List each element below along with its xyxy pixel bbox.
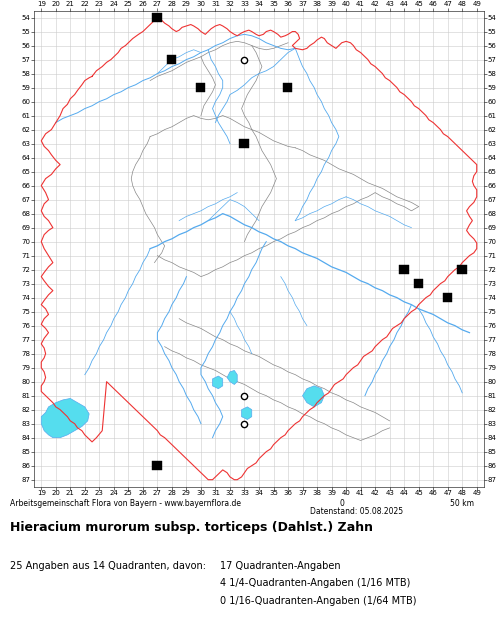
Bar [152,12,162,22]
Polygon shape [242,407,252,420]
Bar [283,82,292,92]
Text: 0 1/16-Quadranten-Angaben (1/64 MTB): 0 1/16-Quadranten-Angaben (1/64 MTB) [220,596,416,606]
Bar [414,279,423,288]
Bar [196,82,205,92]
Text: Hieracium murorum subsp. torticeps (Dahlst.) Zahn: Hieracium murorum subsp. torticeps (Dahl… [10,521,373,534]
Bar [399,265,408,274]
Polygon shape [42,399,89,438]
Text: Arbeitsgemeinschaft Flora von Bayern - www.bayernflora.de: Arbeitsgemeinschaft Flora von Bayern - w… [10,499,241,508]
Bar [457,265,466,274]
Bar [152,461,162,470]
Text: 25 Angaben aus 14 Quadranten, davon:: 25 Angaben aus 14 Quadranten, davon: [10,561,206,571]
Polygon shape [227,371,237,384]
Text: 0: 0 [340,499,345,508]
Bar [240,139,249,148]
Text: Datenstand: 05.08.2025: Datenstand: 05.08.2025 [310,507,403,516]
Text: 17 Quadranten-Angaben: 17 Quadranten-Angaben [220,561,340,571]
Bar [442,293,452,302]
Text: 4 1/4-Quadranten-Angaben (1/16 MTB): 4 1/4-Quadranten-Angaben (1/16 MTB) [220,578,410,588]
Polygon shape [302,386,324,407]
Text: 50 km: 50 km [450,499,474,508]
Polygon shape [212,376,222,389]
Bar [167,55,176,64]
